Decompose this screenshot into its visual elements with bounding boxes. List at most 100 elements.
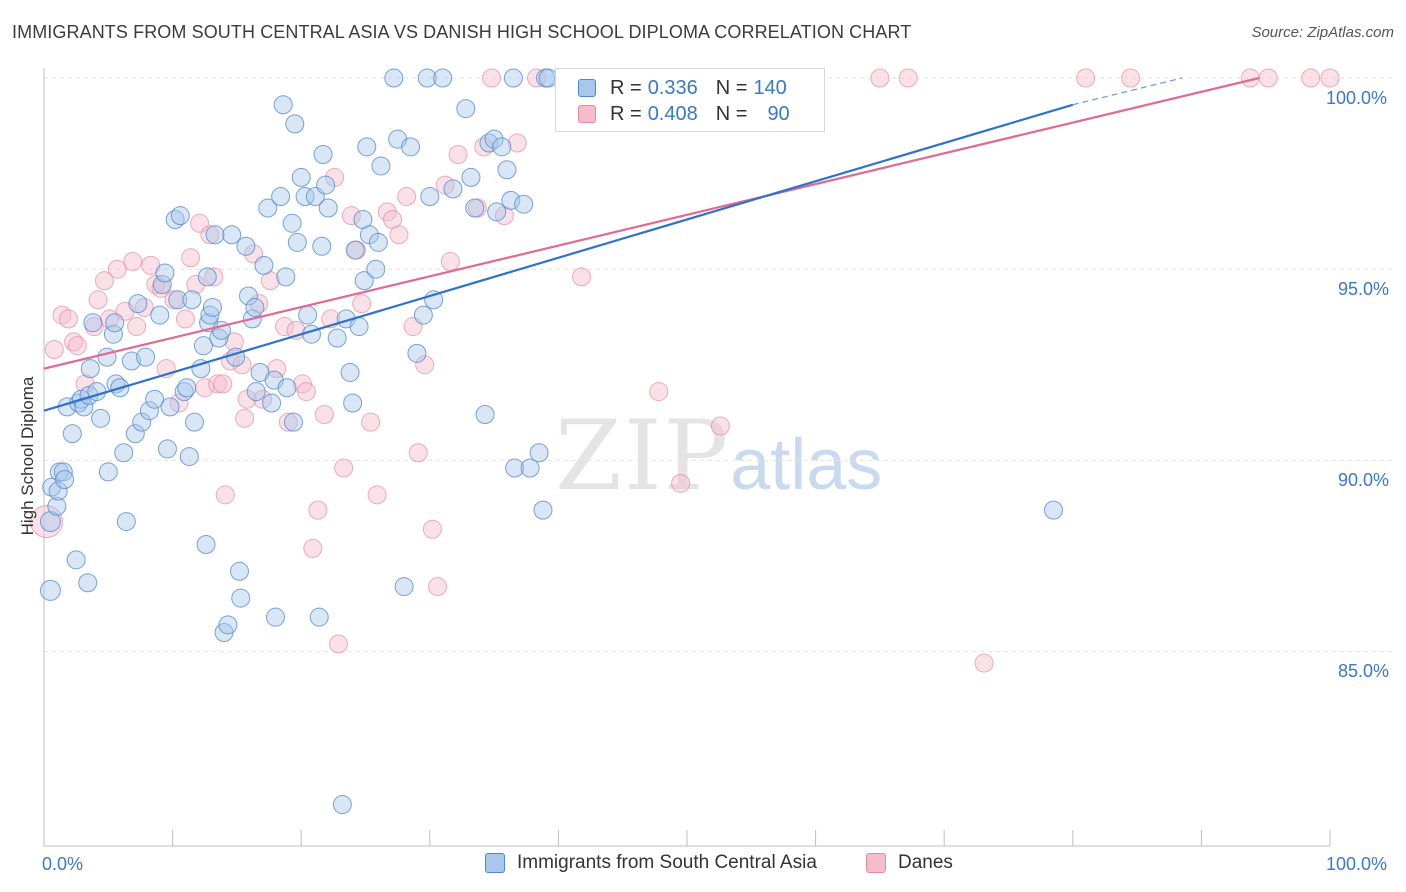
point-immigrants: [202, 297, 222, 317]
point-immigrants: [282, 213, 302, 233]
point-immigrants: [222, 225, 242, 245]
point-danes: [1320, 68, 1340, 88]
legend-r-value-1: 0.336: [647, 76, 698, 99]
point-immigrants: [497, 160, 517, 180]
point-immigrants: [420, 187, 440, 207]
point-immigrants: [295, 187, 315, 207]
point-danes: [422, 519, 442, 539]
point-immigrants: [343, 393, 363, 413]
y-tick-label-90: 90.0%: [1338, 470, 1390, 490]
series-immigrants: [39, 68, 1064, 815]
point-immigrants: [139, 401, 159, 421]
point-immigrants: [520, 458, 540, 478]
point-immigrants: [327, 328, 347, 348]
point-immigrants: [245, 297, 265, 317]
watermark-atlas: atlas: [730, 425, 883, 505]
watermark-zip: ZIP: [555, 400, 731, 512]
point-immigrants: [160, 397, 180, 417]
point-immigrants: [191, 359, 211, 379]
point-danes: [186, 274, 206, 294]
legend-n-label-1: N =: [715, 76, 748, 99]
point-danes: [204, 267, 224, 287]
point-immigrants: [132, 412, 152, 432]
series-danes: [30, 68, 1340, 673]
point-danes: [898, 68, 918, 88]
point-immigrants: [157, 439, 177, 459]
point-immigrants: [78, 573, 98, 593]
legend-label-danes: Danes: [898, 852, 953, 873]
point-danes: [88, 290, 108, 310]
y-tick-label-100: 100.0%: [1326, 88, 1388, 108]
point-immigrants: [276, 267, 296, 287]
point-immigrants: [145, 389, 165, 409]
point-immigrants: [271, 187, 291, 207]
point-immigrants: [231, 588, 251, 608]
point-danes: [415, 355, 435, 375]
point-immigrants: [349, 317, 369, 337]
point-danes: [1121, 68, 1141, 88]
legend-swatch-pink: [578, 105, 596, 123]
point-immigrants: [98, 462, 118, 482]
point-immigrants: [479, 133, 499, 153]
point-danes: [308, 500, 328, 520]
point-danes: [649, 382, 669, 402]
point-immigrants: [152, 274, 172, 294]
point-immigrants: [301, 324, 321, 344]
point-danes: [30, 505, 64, 539]
point-immigrants: [345, 240, 365, 260]
point-immigrants: [236, 236, 256, 256]
point-danes: [235, 408, 255, 428]
point-danes: [44, 340, 64, 360]
point-immigrants: [357, 137, 377, 157]
point-immigrants: [1044, 500, 1064, 520]
point-danes: [75, 374, 95, 394]
legend-item-immigrants[interactable]: Immigrants from South Central Asia: [485, 852, 817, 874]
point-danes: [303, 538, 323, 558]
point-immigrants: [262, 393, 282, 413]
point-immigrants: [128, 294, 148, 314]
point-danes: [314, 405, 334, 425]
point-danes: [448, 144, 468, 164]
point-immigrants: [39, 511, 61, 533]
point-immigrants: [136, 347, 156, 367]
point-immigrants: [184, 412, 204, 432]
legend-swatch-danes: [866, 853, 886, 873]
point-danes: [64, 332, 84, 352]
point-danes: [1258, 68, 1278, 88]
point-danes: [224, 332, 244, 352]
legend-row-danes: R = 0.408 N = 90: [578, 103, 790, 125]
trend-lines: [43, 76, 1260, 412]
point-immigrants: [484, 129, 504, 149]
point-immigrants: [66, 550, 86, 570]
point-immigrants: [121, 351, 141, 371]
point-immigrants: [332, 795, 352, 815]
point-immigrants: [83, 313, 103, 333]
point-immigrants: [125, 424, 145, 444]
point-danes: [671, 473, 691, 493]
point-immigrants: [197, 267, 217, 287]
point-danes: [974, 653, 994, 673]
point-immigrants: [238, 286, 258, 306]
point-immigrants: [475, 405, 495, 425]
point-immigrants: [413, 305, 433, 325]
legend-item-danes[interactable]: Danes: [866, 852, 953, 874]
point-immigrants: [313, 144, 333, 164]
legend-n-value-2: 90: [767, 102, 790, 125]
point-immigrants: [179, 447, 199, 467]
y-axis-label: High School Diploma: [18, 376, 37, 536]
point-danes: [232, 355, 252, 375]
legend-row-immigrants: R = 0.336 N = 140: [578, 77, 787, 99]
point-danes: [870, 68, 890, 88]
point-immigrants: [394, 577, 414, 597]
point-danes: [127, 317, 147, 337]
point-immigrants: [200, 305, 220, 325]
point-immigrants: [258, 198, 278, 218]
point-immigrants: [91, 408, 111, 428]
correlation-legend: R = 0.336 N = 140 R = 0.408 N = 90: [555, 68, 825, 132]
point-immigrants: [170, 206, 190, 226]
point-immigrants: [48, 481, 68, 501]
point-danes: [123, 252, 143, 272]
point-immigrants: [407, 343, 427, 363]
point-immigrants: [80, 359, 100, 379]
point-danes: [296, 382, 316, 402]
